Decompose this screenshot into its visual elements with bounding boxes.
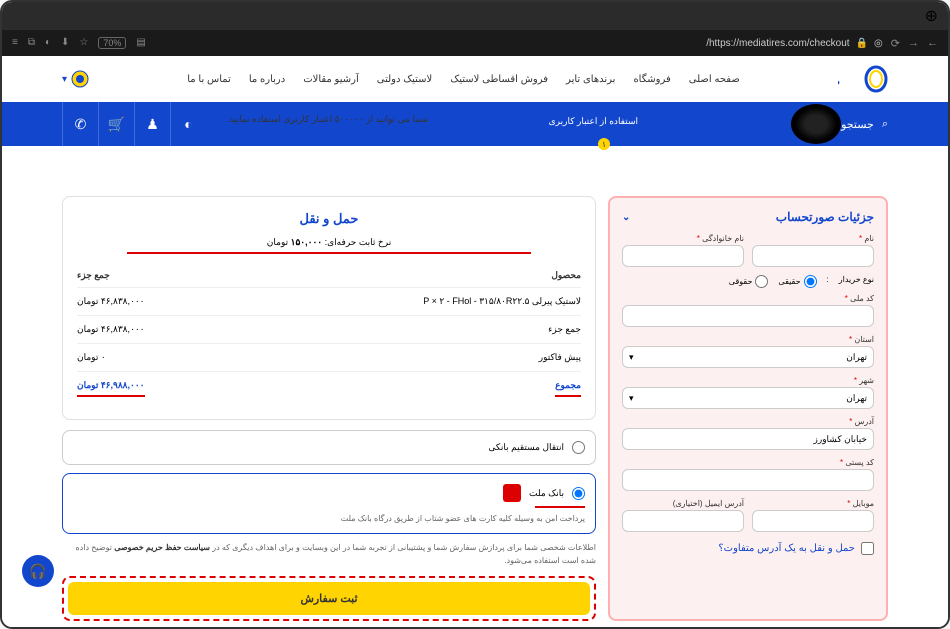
payment-mellat[interactable]: بانک ملت پرداخت امن به وسیله کلیه کارت ه…: [62, 473, 596, 534]
account-icon[interactable]: ◐: [45, 37, 51, 49]
national-label: کد ملی *: [622, 294, 874, 303]
city-select[interactable]: تهران▾: [622, 387, 874, 409]
cart-badge: ۱: [598, 138, 610, 150]
product-header: محصول: [551, 270, 581, 281]
lock-icon: 🔒: [856, 38, 868, 49]
zoom-badge[interactable]: 70%: [98, 37, 126, 49]
shield-icon: ◎: [874, 38, 883, 49]
name-input[interactable]: [752, 245, 874, 267]
prefactor-value: ۰ تومان: [77, 352, 106, 363]
back-icon[interactable]: ←: [927, 37, 938, 49]
address-input[interactable]: [622, 428, 874, 450]
chevron-down-icon: ▾: [62, 74, 67, 85]
national-input[interactable]: [622, 305, 874, 327]
subtotal-value: ۴۶,۸۳۸,۰۰۰ تومان: [77, 324, 145, 335]
subtotal-header: جمع جزء: [77, 270, 110, 281]
cart-icon[interactable]: 🛒: [98, 102, 134, 146]
reload-icon[interactable]: ⟳: [891, 37, 900, 50]
reader-icon[interactable]: ▤: [136, 37, 145, 49]
nav-articles[interactable]: آرشیو مقالات: [303, 74, 359, 85]
nav-brands[interactable]: برندهای تایر: [566, 74, 615, 85]
total-label: مجموع: [555, 380, 581, 397]
ship-different[interactable]: حمل و نقل به یک آدرس متفاوت؟: [622, 542, 874, 555]
search-label[interactable]: جستجو: [841, 118, 874, 131]
currency-selector[interactable]: ▾: [62, 70, 89, 88]
support-icon[interactable]: 🎧: [22, 555, 54, 587]
address-label: آدرس *: [622, 417, 874, 426]
lastname-input[interactable]: [622, 245, 744, 267]
total-value: ۴۶,۹۸۸,۰۰۰ تومان: [77, 380, 145, 397]
nav-shop[interactable]: فروشگاه: [633, 74, 670, 85]
city-label: شهر *: [622, 376, 874, 385]
subtotal-label: جمع جزء: [548, 324, 581, 335]
privacy-link[interactable]: سیاست حفظ حریم خصوصی: [114, 543, 210, 552]
province-select[interactable]: تهران▾: [622, 346, 874, 368]
email-input[interactable]: [622, 510, 744, 532]
billing-title: جزئیات صورتحساب: [776, 210, 874, 224]
buyer-legal[interactable]: حقوقی: [729, 275, 769, 288]
lastname-label: نام خانوادگی *: [622, 234, 744, 243]
product-price: ۴۶,۸۳۸,۰۰۰ تومان: [77, 296, 145, 307]
buyer-type: نوع خریدار: حقیقی حقوقی: [622, 275, 874, 288]
main-nav: صفحه اصلی فروشگاه برندهای تایر فروش اقسا…: [187, 74, 740, 85]
nav-gov[interactable]: لاستیک دولتی: [377, 74, 433, 85]
credit-button[interactable]: استفاده از اعتبار کاربری: [537, 110, 650, 133]
credit-info: شما می توانید از ۵۰۰۰۰۰ اعتبار کاربری اس…: [227, 114, 428, 125]
user-icon[interactable]: ♟: [134, 102, 170, 146]
privacy-notice: اطلاعات شخصی شما برای پردازش سفارش شما و…: [62, 542, 596, 568]
compare-icon[interactable]: ◐: [170, 102, 206, 146]
mellat-logo-icon: [503, 484, 521, 502]
star-icon[interactable]: ☆: [79, 37, 88, 49]
url-bar: ← → ⟳ ◎ 🔒 https://mediatires.com/checkou…: [2, 30, 948, 56]
site-header: مدیاتایر صفحه اصلی فروشگاه برندهای تایر …: [2, 56, 948, 102]
submit-highlight: ثبت سفارش: [62, 576, 596, 621]
search-icon[interactable]: ⌕: [882, 118, 888, 131]
postal-label: کد پستی *: [622, 458, 874, 467]
download-icon[interactable]: ⬇: [61, 37, 69, 49]
search-bar: ⌕ جستجو ◐ ♟ 🛒 ✆ ۱: [2, 102, 948, 146]
name-label: نام *: [752, 234, 874, 243]
nav-home[interactable]: صفحه اصلی: [689, 74, 740, 85]
extensions-icon[interactable]: ⧉: [28, 37, 35, 49]
chevron-down-icon[interactable]: ⌄: [622, 212, 630, 223]
province-label: استان *: [622, 335, 874, 344]
svg-text:مدیاتایر: مدیاتایر: [838, 76, 840, 87]
menu-icon[interactable]: ≡: [12, 37, 18, 49]
nav-contact[interactable]: تماس با ما: [187, 74, 231, 85]
billing-details: جزئیات صورتحساب ⌄ نام * نام خانوادگی * ن…: [608, 196, 888, 621]
prefactor-label: پیش فاکتور: [539, 352, 581, 363]
forward-icon[interactable]: →: [908, 37, 919, 49]
postal-input[interactable]: [622, 469, 874, 491]
phone-icon[interactable]: ✆: [62, 102, 98, 146]
buyer-real[interactable]: حقیقی: [778, 275, 816, 288]
tire-image: [791, 104, 841, 144]
email-label: آدرس ایمیل (اختیاری): [622, 499, 744, 508]
site-logo[interactable]: مدیاتایر: [838, 64, 888, 94]
nav-about[interactable]: درباره ما: [249, 74, 285, 85]
submit-order-button[interactable]: ثبت سفارش: [68, 582, 590, 615]
mobile-label: موبایل *: [752, 499, 874, 508]
url-text[interactable]: https://mediatires.com/checkout/: [706, 38, 849, 49]
order-title: حمل و نقل: [77, 211, 581, 227]
order-summary: حمل و نقل نرخ ثابت حرفه‌ای: ۱۵۰,۰۰۰ توما…: [62, 196, 596, 420]
ship-rate: نرخ ثابت حرفه‌ای: ۱۵۰,۰۰۰ تومان: [77, 237, 581, 248]
payment-bank-transfer[interactable]: انتقال مستقیم بانکی: [62, 430, 596, 465]
mobile-input[interactable]: [752, 510, 874, 532]
nav-installment[interactable]: فروش اقساطی لاستیک: [450, 74, 548, 85]
tab-icon: ⊕: [925, 6, 938, 26]
mellat-desc: پرداخت امن به وسیله کلیه کارت های عضو شت…: [73, 514, 585, 523]
browser-tab-bar: ⊕: [2, 2, 948, 30]
product-name: لاستیک پیرلی P × ۲ - FHol - ۳۱۵/۸۰R۲۲.۵: [423, 296, 581, 307]
